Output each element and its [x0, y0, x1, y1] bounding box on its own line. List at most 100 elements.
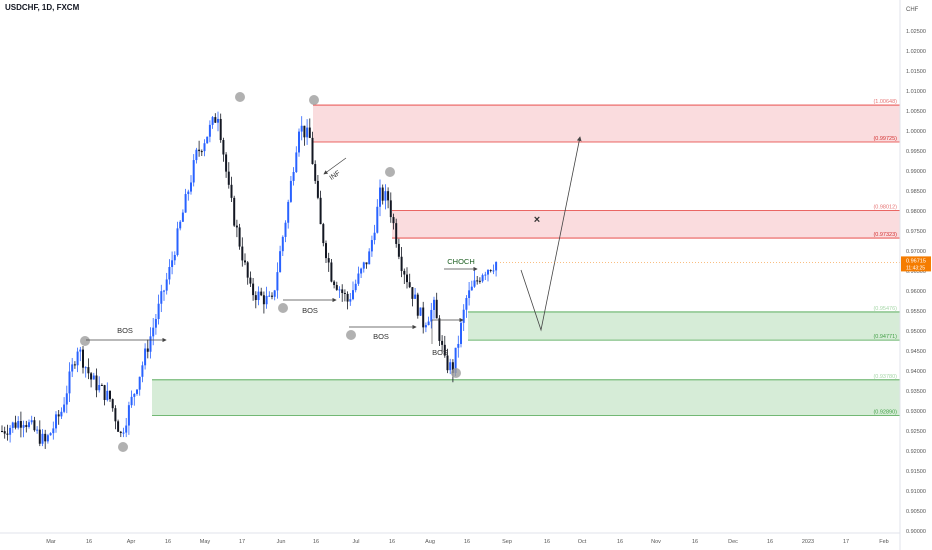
y-tick-label: 0.97000 — [906, 249, 926, 255]
candle — [335, 281, 338, 291]
candle-body — [478, 280, 481, 282]
candle — [46, 433, 49, 444]
candle-body — [241, 246, 244, 261]
candle — [322, 222, 325, 247]
y-tick-label: 1.01000 — [906, 89, 926, 95]
candle — [133, 393, 136, 406]
candle-body — [489, 270, 492, 272]
candle — [465, 295, 468, 318]
candle-body — [422, 307, 425, 328]
candle — [260, 287, 263, 297]
candle-body — [68, 371, 71, 394]
candle-body — [192, 160, 195, 183]
candle-body — [357, 273, 360, 284]
candle — [238, 223, 241, 250]
candle-body — [495, 262, 498, 271]
candle-body — [49, 433, 52, 436]
candle-body — [319, 197, 322, 225]
candle — [360, 267, 363, 279]
candle — [103, 384, 106, 406]
candle-body — [160, 291, 163, 304]
candle-body — [476, 280, 479, 282]
pivot-marker — [346, 330, 356, 340]
candle — [254, 291, 257, 309]
candle-body — [265, 295, 268, 305]
candle-body — [330, 262, 333, 282]
y-tick-label: 0.93500 — [906, 389, 926, 395]
y-tick-label: 0.91000 — [906, 489, 926, 495]
candle — [384, 184, 387, 210]
candle — [92, 372, 95, 380]
candle — [244, 253, 246, 266]
candle-body — [292, 171, 295, 181]
candle-body — [90, 373, 93, 380]
candle — [295, 146, 298, 173]
candle — [38, 420, 41, 447]
pivot-marker — [451, 368, 461, 378]
candle — [68, 362, 71, 402]
candle — [214, 113, 217, 123]
y-tick-label: 1.00000 — [906, 129, 926, 135]
candle-body — [208, 124, 211, 137]
x-tick-label: 16 — [313, 539, 319, 545]
x-tick-label: 17 — [843, 539, 849, 545]
candle — [230, 176, 233, 202]
candle-body — [492, 270, 495, 272]
candle — [473, 270, 476, 288]
candle-body — [306, 127, 309, 138]
candle-body — [9, 427, 12, 435]
candle — [76, 347, 79, 373]
candle-body — [36, 429, 39, 431]
candle — [492, 264, 495, 275]
candle-body — [17, 421, 20, 428]
y-tick-label: 0.99500 — [906, 149, 926, 155]
candle-body — [276, 272, 279, 291]
bos-label: BOS — [373, 332, 389, 341]
candle — [370, 235, 373, 257]
y-tick-label: 0.95500 — [906, 309, 926, 315]
candle — [430, 302, 433, 329]
candle — [306, 119, 309, 145]
candle-body — [184, 194, 187, 213]
y-tick-label: 0.94000 — [906, 369, 926, 375]
candle — [487, 268, 489, 282]
candle-body — [438, 318, 441, 341]
candle — [252, 278, 255, 301]
candle — [352, 281, 354, 301]
candle-body — [138, 376, 141, 390]
candle-body — [190, 182, 192, 192]
candle — [79, 346, 82, 362]
candle-body — [308, 127, 311, 138]
candle-body — [173, 254, 176, 261]
candle — [476, 275, 479, 285]
candle — [60, 407, 63, 420]
candle — [265, 286, 268, 309]
candle-body — [119, 431, 122, 434]
candle-body — [352, 290, 354, 300]
candle — [271, 292, 273, 300]
candle-body — [411, 287, 414, 299]
candle — [192, 154, 195, 187]
candle-body — [462, 309, 465, 323]
x-tick-label: 16 — [617, 539, 623, 545]
target-mark: × — [534, 214, 540, 226]
candle — [30, 415, 33, 425]
y-tick-label: 0.90500 — [906, 509, 926, 515]
candle — [268, 291, 271, 297]
candle-body — [365, 262, 368, 265]
axis-currency-label: CHF — [906, 7, 919, 13]
candle — [422, 301, 425, 334]
candle-body — [98, 385, 101, 391]
candle — [484, 271, 487, 281]
candle — [343, 289, 346, 302]
candle-body — [71, 364, 74, 372]
y-tick-label: 1.01500 — [906, 69, 926, 75]
zone-bottom-label: (0.92890) — [873, 409, 897, 415]
candle-body — [52, 428, 55, 434]
bos-label: BOS — [432, 348, 448, 357]
inf-arrow — [323, 157, 347, 175]
candle — [379, 179, 381, 217]
candle — [397, 238, 400, 260]
candle-body — [149, 336, 152, 352]
